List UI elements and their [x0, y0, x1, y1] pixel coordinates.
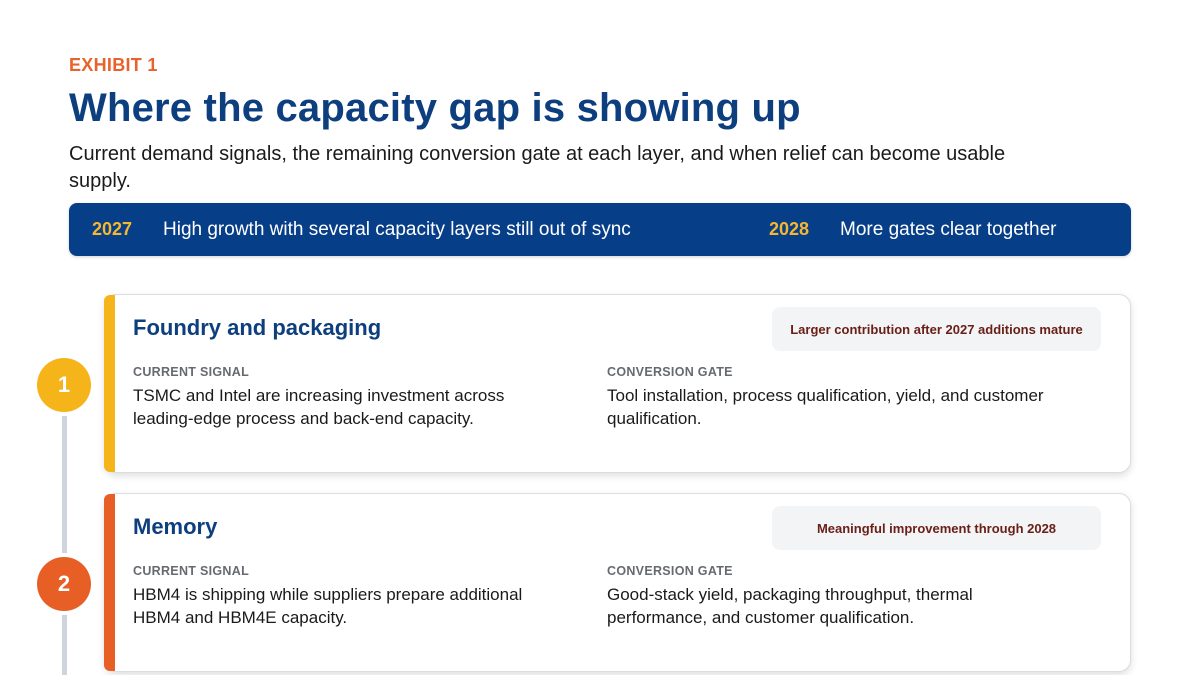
- timing-badge: Larger contribution after 2027 additions…: [772, 307, 1101, 351]
- timeline-connector: [62, 415, 67, 675]
- banner-year-2028: 2028: [769, 219, 810, 239]
- conversion-gate-text: Tool installation, process qualification…: [607, 386, 1044, 428]
- banner-text-2028: More gates clear together: [840, 219, 1057, 240]
- current-signal-label: CURRENT SIGNAL: [133, 365, 250, 379]
- current-signal-label: CURRENT SIGNAL: [133, 564, 250, 578]
- step-marker-1: 1: [37, 358, 91, 412]
- step-number: 1: [57, 372, 71, 397]
- timing-badge: Meaningful improvement through 2028: [772, 506, 1101, 550]
- banner-text-2027: High growth with several capacity layers…: [163, 219, 631, 240]
- timeline-banner: 2027 High growth with several capacity l…: [69, 203, 1131, 256]
- current-signal-text: HBM4 is shipping while suppliers prepare…: [133, 585, 523, 627]
- layer-card-foundry: Foundry and packaging Larger contributio…: [104, 294, 1131, 473]
- step-marker-2: 2: [37, 557, 91, 611]
- conversion-gate-label: CONVERSION GATE: [607, 365, 733, 379]
- card-accent-bar: [104, 295, 115, 472]
- step-number: 2: [57, 571, 71, 596]
- card-title: Foundry and packaging: [133, 315, 382, 340]
- card-accent-bar: [104, 494, 115, 671]
- exhibit-label: EXHIBIT 1: [69, 55, 158, 75]
- layer-card-memory: Memory Meaningful improvement through 20…: [104, 493, 1131, 672]
- card-title: Memory: [133, 514, 218, 539]
- conversion-gate-label: CONVERSION GATE: [607, 564, 733, 578]
- banner-year-2027: 2027: [92, 219, 133, 239]
- conversion-gate-text: Good-stack yield, packaging throughput, …: [607, 585, 973, 627]
- current-signal-text: TSMC and Intel are increasing investment…: [133, 386, 505, 428]
- page-subtitle: Current demand signals, the remaining co…: [69, 143, 1006, 192]
- page-title: Where the capacity gap is showing up: [69, 86, 801, 130]
